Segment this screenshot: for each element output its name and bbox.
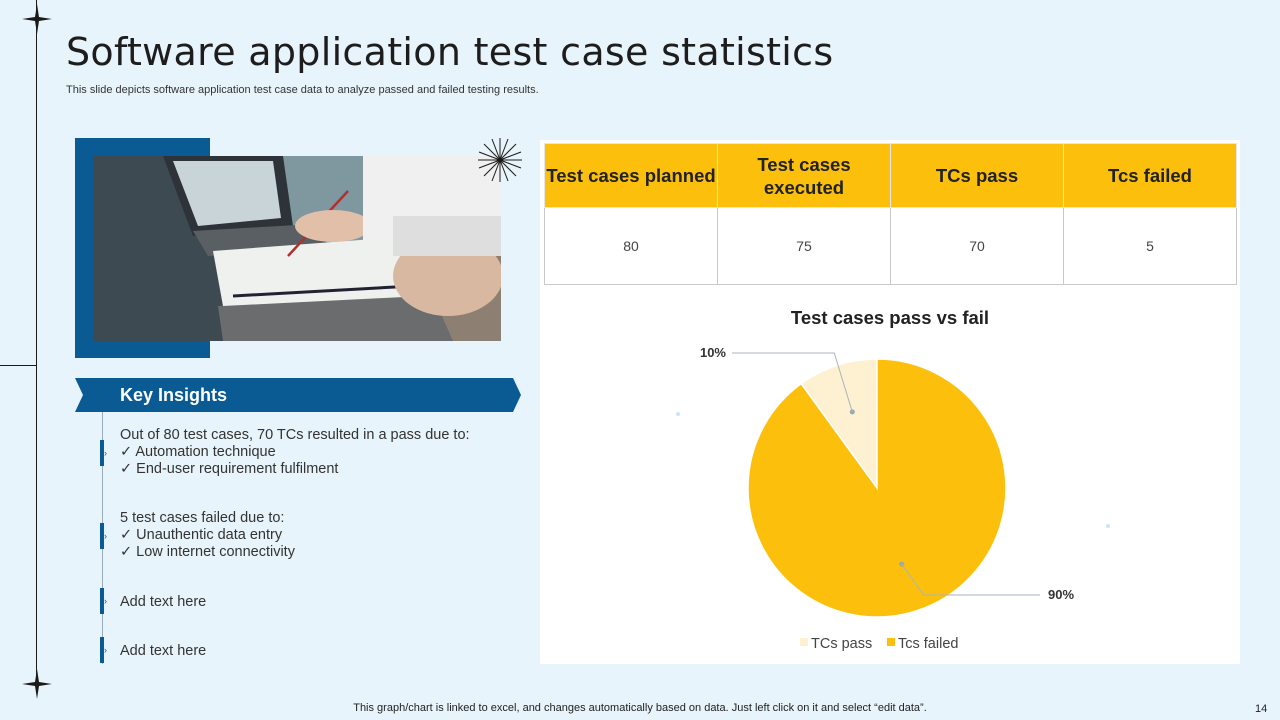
pie-chart[interactable]: Test cases pass vs fail 10% 90% TCs pass T…	[540, 290, 1240, 664]
chevron-right-icon: ›	[104, 448, 107, 458]
insight-text: Add text here	[120, 594, 207, 610]
chevron-right-icon: ›	[104, 645, 107, 655]
leader-line	[732, 352, 853, 413]
insight-placeholder[interactable]: Add text here	[120, 594, 206, 611]
legend-swatch	[887, 638, 895, 646]
insight-fail: 5 test cases failed due to: ✓ Unauthenti…	[120, 510, 295, 561]
insight-text: Out of 80 test cases, 70 TCs resulted in…	[120, 427, 470, 443]
insight-check-item: ✓ Automation technique	[120, 444, 276, 460]
insight-text: Add text here	[120, 643, 207, 659]
data-label: 10%	[700, 345, 726, 360]
table-header-pass: TCs pass	[890, 143, 1064, 208]
insight-text: 5 test cases failed due to:	[120, 510, 285, 526]
insight-check-item: ✓ Unauthentic data entry	[120, 527, 283, 543]
insight-pass: Out of 80 test cases, 70 TCs resulted in…	[120, 427, 470, 478]
bullet-marker	[100, 523, 104, 549]
table-header-failed: Tcs failed	[1063, 143, 1237, 208]
bullet-marker	[100, 588, 104, 614]
data-label: 90%	[1048, 587, 1074, 602]
insights-banner	[75, 378, 521, 412]
table-cell-pass: 70	[890, 207, 1064, 285]
insight-check-item: ✓ Low internet connectivity	[120, 544, 295, 560]
table-cell-executed: 75	[717, 207, 891, 285]
stats-table: Test cases planned Test cases executed T…	[544, 143, 1237, 285]
legend-swatch	[800, 638, 808, 646]
star-icon	[22, 669, 52, 699]
legend-label: TCs pass	[811, 636, 872, 652]
decor-dot	[676, 412, 680, 416]
chart-title: Test cases pass vs fail	[791, 307, 989, 328]
pie-slice-tcs-pass[interactable]	[800, 358, 878, 491]
decor-horizontal-line	[0, 365, 36, 366]
office-photo	[93, 156, 501, 341]
table-cell-failed: 5	[1063, 207, 1237, 285]
star-icon	[22, 4, 52, 34]
insight-check-item: ✓ End-user requirement fulfilment	[120, 461, 339, 477]
chevron-right-icon: ›	[104, 531, 107, 541]
decor-vertical-line	[36, 0, 37, 690]
bullet-marker	[100, 637, 104, 663]
page-subtitle: This slide depicts software application …	[66, 84, 539, 96]
insights-heading: Key Insights	[120, 385, 228, 405]
decor-dot	[1106, 524, 1110, 528]
legend-label: Tcs failed	[898, 636, 958, 652]
page-number: 14	[1255, 703, 1268, 715]
pie-slice-tcs-failed[interactable]	[747, 358, 1007, 618]
page-title: Software application test case statistic…	[66, 30, 834, 74]
table-header-executed: Test cases executed	[717, 143, 891, 208]
footer-note: This graph/chart is linked to excel, and…	[353, 702, 927, 714]
sparkle-icon	[478, 138, 522, 182]
leader-line	[901, 563, 1040, 596]
table-row: 80 75 70 5	[544, 207, 1237, 285]
table-cell-planned: 80	[544, 207, 718, 285]
table-header-planned: Test cases planned	[544, 143, 718, 208]
bullet-marker	[100, 440, 104, 466]
insight-placeholder[interactable]: Add text here	[120, 643, 206, 660]
chevron-right-icon: ›	[104, 596, 107, 606]
